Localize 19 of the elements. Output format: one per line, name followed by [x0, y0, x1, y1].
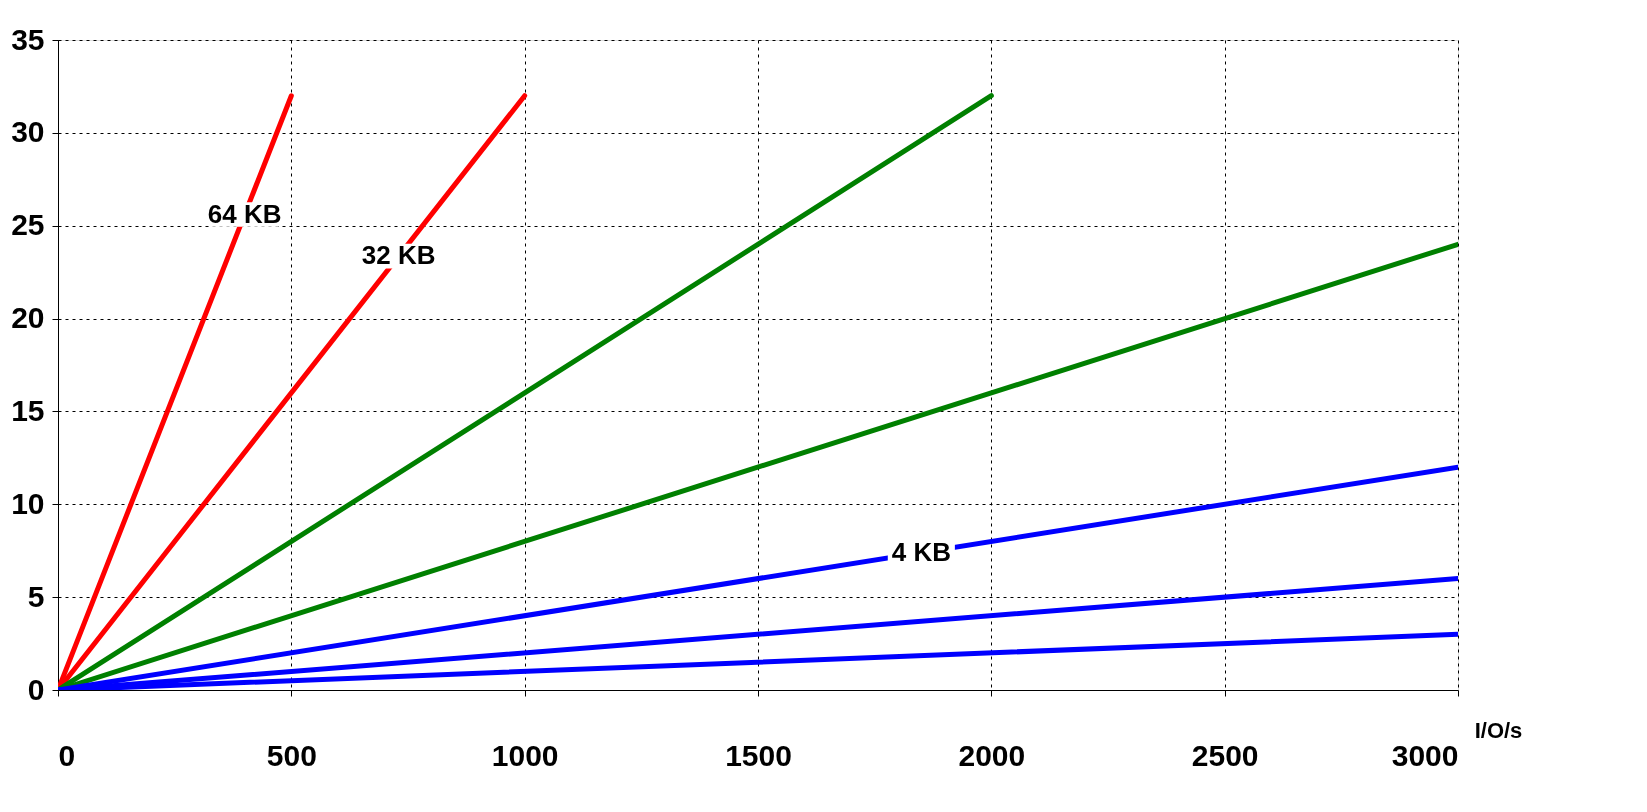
x-tick-label: 2000	[958, 738, 1026, 772]
x-tick-label: 500	[266, 738, 317, 772]
x-tick-label: 1500	[725, 738, 792, 772]
y-tick-label: 10	[11, 486, 45, 520]
x-tick-label: 3000	[1391, 738, 1459, 772]
x-tick-label: 0	[58, 738, 76, 772]
y-tick-label: 20	[11, 301, 45, 335]
annotation: 4 KB	[891, 536, 951, 567]
y-tick-label: 5	[27, 579, 45, 613]
y-tick-label: 35	[11, 22, 45, 56]
annotation: 64 KB	[207, 198, 282, 229]
y-tick-label: 30	[11, 115, 45, 149]
x-tick-label: 2500	[1191, 738, 1259, 772]
annotation: 32 KB	[361, 240, 436, 271]
x-tick-label: 1000	[491, 738, 559, 772]
y-tick-label: 15	[11, 393, 45, 427]
y-tick-label: 25	[11, 208, 45, 242]
x-axis-title: I/O/s	[1474, 717, 1523, 743]
y-tick-label: 0	[27, 672, 45, 706]
